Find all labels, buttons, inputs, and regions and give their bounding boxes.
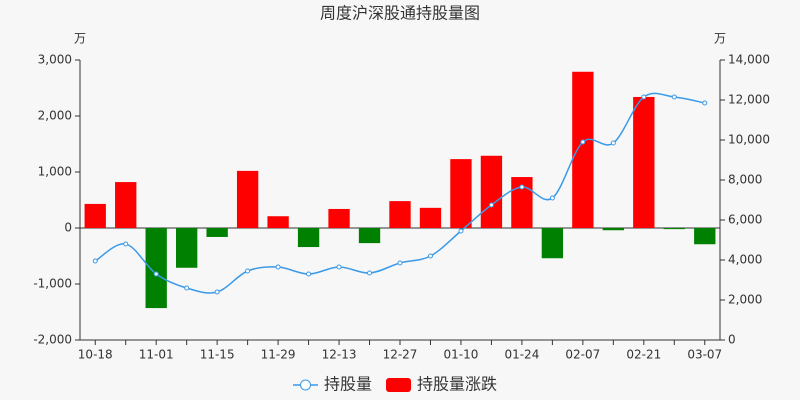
bar	[267, 216, 289, 228]
line-point	[580, 139, 586, 145]
bar	[297, 228, 320, 248]
bar	[115, 182, 137, 228]
y2-tick-label: 6,000	[728, 213, 762, 227]
line-point	[549, 195, 555, 201]
y-tick-label: -1,000	[33, 277, 72, 291]
x-tick-label: 01-24	[504, 348, 539, 362]
x-tick-label: 10-18	[78, 348, 113, 362]
line-point	[123, 241, 129, 247]
y2-tick-label: 14,000	[728, 53, 770, 67]
bar	[236, 170, 259, 228]
y2-tick-label: 12,000	[728, 93, 770, 107]
line-point	[641, 94, 647, 100]
bar	[663, 228, 685, 230]
x-tick-label: 02-21	[626, 348, 661, 362]
y-tick-label: -2,000	[33, 333, 72, 347]
x-tick-label: 01-10	[444, 348, 479, 362]
x-tick-label: 03-07	[687, 348, 722, 362]
bar	[176, 228, 198, 268]
y-tick-label: 2,000	[38, 109, 72, 123]
y2-unit: 万	[714, 32, 726, 46]
legend-label: 持股量	[324, 375, 372, 394]
line-point	[214, 289, 220, 295]
x-tick-label: 02-07	[565, 348, 600, 362]
bar	[480, 155, 503, 228]
legend-swatch	[386, 378, 412, 392]
line-point	[336, 264, 342, 270]
line-point	[702, 100, 708, 106]
legend-marker	[300, 379, 311, 391]
legend-label: 持股量涨跌	[417, 375, 497, 394]
bar	[602, 228, 624, 231]
line-point	[458, 228, 464, 234]
bar	[84, 203, 106, 228]
bar	[450, 159, 472, 228]
y2-tick-label: 10,000	[728, 133, 770, 147]
x-tick-label: 12-13	[322, 348, 357, 362]
line-point	[397, 260, 403, 266]
y2-tick-label: 8,000	[728, 173, 762, 187]
y-tick-label: 1,000	[38, 165, 72, 179]
x-tick-label: 11-29	[261, 348, 296, 362]
bar	[572, 71, 594, 228]
line-point	[671, 94, 677, 100]
x-tick-label: 12-27	[383, 348, 418, 362]
bar	[511, 177, 533, 228]
bar	[694, 228, 716, 245]
bar	[633, 96, 655, 229]
line-point	[610, 140, 616, 146]
bar	[145, 228, 167, 309]
y-tick-label: 0	[64, 221, 72, 235]
y-unit: 万	[74, 32, 86, 46]
y-tick-label: 3,000	[38, 53, 72, 67]
line-point	[427, 253, 433, 259]
line-point	[275, 264, 281, 270]
line-point	[245, 268, 251, 274]
line-point	[519, 184, 525, 190]
line-point	[92, 258, 98, 264]
line-point	[367, 270, 373, 276]
bar	[419, 207, 442, 228]
line-point	[488, 202, 494, 208]
bar	[541, 228, 564, 259]
x-tick-label: 11-01	[139, 348, 174, 362]
line-point	[306, 271, 312, 277]
bar	[206, 228, 228, 237]
bar	[358, 228, 381, 244]
y2-tick-label: 0	[728, 333, 736, 347]
bar	[328, 208, 350, 228]
line-point	[184, 285, 190, 291]
chart-title: 周度沪深股通持股量图	[320, 4, 480, 23]
line-point	[153, 271, 159, 277]
y2-tick-label: 4,000	[728, 253, 762, 267]
y2-tick-label: 2,000	[728, 293, 762, 307]
bar	[389, 201, 411, 228]
x-tick-label: 11-15	[200, 348, 235, 362]
